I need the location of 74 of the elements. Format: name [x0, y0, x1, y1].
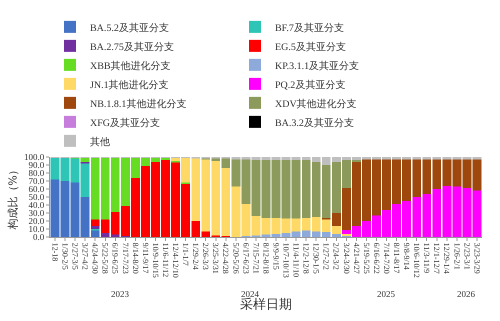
- x-tick-label: 8/12-8/18: [261, 242, 270, 274]
- x-tick-label: 9/9-9/15: [271, 242, 280, 270]
- x-tick-label: 12/29-1/4: [442, 242, 452, 274]
- x-tick-label: 12-18: [50, 242, 60, 262]
- legend-label: EG.5及其亚分支: [275, 40, 346, 53]
- y-tick-label: 20.0: [28, 216, 45, 226]
- x-tick-label: 10/6-10/12: [412, 242, 422, 278]
- x-tick-label: 11/3-11/9: [422, 242, 432, 274]
- y-tick-label: 100.0: [24, 152, 45, 162]
- x-tick-label: 7/14-7/20: [382, 242, 391, 274]
- text: 2023: [111, 289, 130, 299]
- x-tick-label: 10/7-10/13: [281, 242, 290, 278]
- y-tick-label: 50.0: [28, 192, 45, 202]
- x-tick-label: 4/21-4/27: [352, 242, 361, 274]
- x-tick-label: 12/30-1/5: [312, 242, 321, 274]
- legend-label: BA.3.2及其亚分支: [275, 116, 354, 129]
- x-tick-label: 10/9-10/15: [150, 242, 160, 278]
- x-tick-label: 3/23-3/29: [472, 242, 482, 274]
- x-tick-label: 4/22-4/28: [221, 242, 230, 274]
- x-tick-label: 4/24-4/30: [90, 242, 100, 274]
- x-axis-title: 采样日期: [240, 297, 292, 312]
- x-tick-label: 6/16-6/22: [372, 242, 381, 274]
- legend-label: 其他: [90, 136, 110, 148]
- x-tick-label: 2/23-3/1: [462, 242, 472, 270]
- y-tick-label: 0.0: [32, 232, 45, 242]
- text: 2025: [377, 289, 396, 299]
- legend-label: XDV其他进化分支: [275, 98, 357, 110]
- x-tick-label: 5/22-5/28: [100, 242, 110, 274]
- x-tick-label: 1/27-2/2: [322, 242, 331, 270]
- x-tick-label: 12/2-12/8: [302, 242, 311, 274]
- x-tick-label: 6/17-6/23: [241, 242, 250, 274]
- x-tick-label: 1/30-2/5: [60, 242, 70, 270]
- y-tick-label: 90.0: [28, 160, 45, 170]
- x-tick-label: 2/24-3/2: [332, 242, 341, 270]
- x-tick-label: 12/4-12/10: [170, 242, 180, 278]
- y-tick-label: 10.0: [28, 224, 45, 234]
- y-tick-label: 60.0: [28, 184, 45, 194]
- y-tick-label: 80.0: [28, 168, 45, 178]
- x-tick-label: 9/8-9/14: [402, 242, 412, 270]
- x-tick-label: 8/14-8/20: [130, 242, 140, 274]
- x-tick-label: 3/25-3/31: [211, 242, 220, 274]
- x-tick-label: 11/4-11/10: [292, 242, 301, 278]
- text: 2026: [457, 289, 476, 299]
- x-tick-label: 5/19-5/25: [362, 242, 371, 274]
- legend-label: BF.7及其亚分支: [275, 22, 344, 34]
- y-tick-label: 40.0: [28, 200, 45, 210]
- x-tick-label: 2/26-3/3: [201, 242, 210, 270]
- x-tick-label: 7/17-7/23: [120, 242, 130, 274]
- x-tick-label: 3/24-3/30: [342, 242, 351, 274]
- x-tick-label: 2/27-3/5: [70, 242, 80, 270]
- x-tick-label: 11/6-11/12: [160, 242, 170, 278]
- legend-label: BA.2.75及其亚分支: [90, 40, 174, 53]
- x-tick-label: 1/1-1/7: [181, 242, 190, 266]
- bar: [90, 226, 100, 229]
- legend-label: NB.1.8.1其他进化分支: [90, 98, 186, 110]
- x-tick-label: 1/26-2/1: [452, 242, 462, 270]
- x-tick-label: 5/20-5/26: [231, 242, 240, 274]
- legend-label: PQ.2及其亚分支: [275, 78, 346, 91]
- legend-label: JN.1其他进化分支: [90, 78, 169, 91]
- x-tick-label: 12/1-12/7: [432, 242, 442, 274]
- legend-label: KP.3.1.1及其亚分支: [275, 60, 360, 72]
- x-tick-label: 9/11-9/17: [140, 242, 150, 274]
- x-tick-label: 8/11-8/17: [392, 242, 401, 274]
- x-tick-label: 7/15-7/21: [251, 242, 260, 274]
- text: 2024: [241, 289, 260, 299]
- legend-label: BA.5.2及其亚分支: [90, 22, 169, 34]
- y-axis-title: 构成比（%）: [6, 164, 20, 231]
- x-tick-label: 6/19-6/25: [110, 242, 120, 274]
- x-tick-label: 1/29-2/4: [191, 242, 200, 270]
- legend-label: XBB其他进化分支: [90, 60, 171, 72]
- x-tick-label: 3/27-4/2: [80, 242, 90, 270]
- y-tick-label: 30.0: [28, 208, 45, 218]
- y-tick-label: 70.0: [28, 176, 45, 186]
- legend-label: XFG及其亚分支: [90, 116, 160, 129]
